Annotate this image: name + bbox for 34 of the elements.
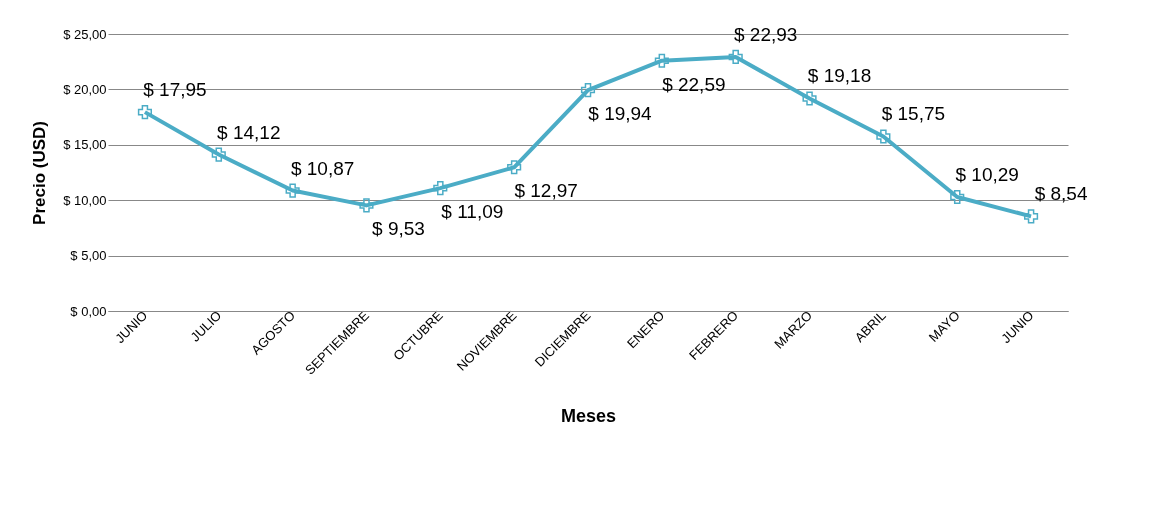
point (359, 198, 374, 213)
x-axis-title: Meses (560, 405, 617, 426)
point (137, 105, 152, 120)
data-label: $ 22,59 (662, 73, 726, 95)
point (507, 160, 522, 175)
data-label: $ 10,87 (290, 157, 355, 179)
point (433, 181, 448, 196)
y-tick-label: $ 5,00 (70, 248, 107, 264)
data-label: $ 11,09 (441, 201, 504, 223)
point (285, 183, 300, 198)
data-label: $ 17,95 (143, 79, 207, 101)
y-tick-label: $ 10,00 (63, 192, 107, 208)
y-tick-label: $ 20,00 (63, 81, 107, 97)
data-label: $ 22,93 (733, 23, 798, 45)
y-axis-title: Precio (USD) (30, 121, 50, 225)
point (654, 53, 669, 68)
data-label: $ 8,54 (1034, 183, 1088, 205)
data-label: $ 10,29 (955, 163, 1019, 185)
y-tick-label: $ 25,00 (63, 26, 107, 42)
data-label: $ 15,75 (881, 103, 946, 125)
point (802, 91, 817, 106)
data-label: $ 19,94 (588, 103, 653, 125)
point (950, 189, 965, 205)
data-label: $ 19,18 (807, 65, 872, 87)
y-tick-label: $ 0,00 (70, 303, 107, 319)
data-label: $ 14,12 (217, 121, 281, 143)
point (876, 129, 891, 144)
point (728, 49, 743, 65)
point (211, 147, 226, 162)
point (1024, 209, 1039, 224)
data-label: $ 9,53 (372, 218, 425, 240)
y-tick-label: $ 15,00 (63, 137, 107, 153)
point (580, 82, 596, 98)
data-label: $ 12,97 (514, 180, 578, 202)
